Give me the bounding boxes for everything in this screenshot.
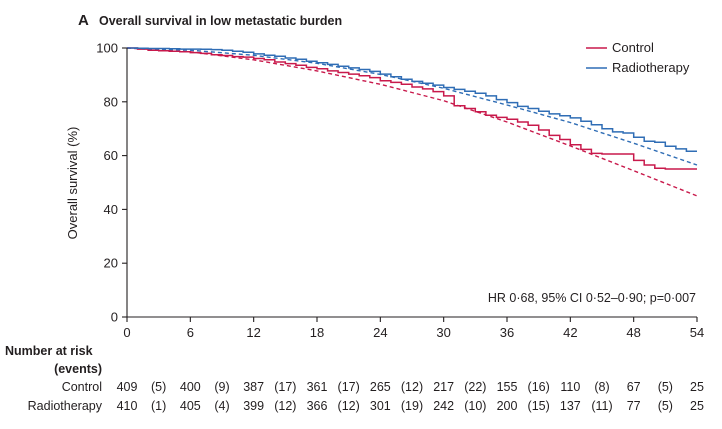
- x-tick-label: 12: [246, 325, 260, 340]
- risk-events-cell: (5): [658, 380, 673, 394]
- y-tick-label: 20: [104, 256, 118, 271]
- y-tick-label: 100: [96, 41, 118, 56]
- risk-events-cell: (12): [274, 399, 296, 413]
- radiotherapy-km-curve: [127, 47, 697, 153]
- risk-at-risk-cell: 25: [690, 399, 704, 413]
- risk-table-header-line2: (events): [54, 362, 102, 376]
- risk-events-cell: (15): [528, 399, 550, 413]
- risk-at-risk-cell: 265: [370, 380, 391, 394]
- risk-cells: 409 400 387 361 265 217 155 110 67 25 (5) (9) (17) (1…: [117, 380, 704, 413]
- risk-at-risk-cell: 200: [497, 399, 518, 413]
- risk-events-cell: (16): [528, 380, 550, 394]
- risk-at-risk-cell: 399: [243, 399, 264, 413]
- risk-events-cell: (22): [464, 380, 486, 394]
- risk-events-cell: (5): [151, 380, 166, 394]
- risk-row-label-control: Control: [62, 380, 102, 394]
- x-tick-label: 0: [123, 325, 130, 340]
- y-tick-label: 80: [104, 94, 118, 109]
- axes-layer: 0 6 12 18 24 30 36 42 48 54 0 20 40 60 80 100: [96, 41, 704, 341]
- risk-at-risk-cell: 366: [307, 399, 328, 413]
- risk-events-cell: (12): [401, 380, 423, 394]
- risk-table: Number at risk (events) Control Radiothe…: [5, 344, 704, 413]
- y-axis-label: Overall survival (%): [65, 127, 80, 240]
- control-fitted-curve: [126, 47, 698, 197]
- risk-at-risk-cell: 242: [433, 399, 454, 413]
- risk-events-cell: (8): [594, 380, 609, 394]
- x-tick-label: 6: [187, 325, 194, 340]
- risk-at-risk-cell: 410: [117, 399, 138, 413]
- y-tick-label: 60: [104, 148, 118, 163]
- control-km-curve: [127, 47, 697, 170]
- x-tick-label: 18: [310, 325, 324, 340]
- panel-letter: A: [78, 12, 89, 29]
- x-tick-label: 54: [690, 325, 704, 340]
- legend-control-label: Control: [612, 40, 654, 55]
- x-tick-label: 36: [500, 325, 514, 340]
- risk-row-label-radiotherapy: Radiotherapy: [28, 399, 103, 413]
- y-tick-label: 40: [104, 202, 118, 217]
- risk-events-cell: (17): [274, 380, 296, 394]
- risk-at-risk-cell: 361: [307, 380, 328, 394]
- x-tick-label: 24: [373, 325, 387, 340]
- risk-at-risk-cell: 67: [627, 380, 641, 394]
- risk-at-risk-cell: 77: [627, 399, 641, 413]
- legend-radiotherapy-label: Radiotherapy: [612, 60, 690, 75]
- risk-at-risk-cell: 155: [497, 380, 518, 394]
- risk-events-cell: (17): [338, 380, 360, 394]
- risk-events-cell: (9): [214, 380, 229, 394]
- risk-events-cell: (11): [591, 399, 612, 413]
- risk-events-cell: (19): [401, 399, 423, 413]
- risk-events-cell: (12): [338, 399, 360, 413]
- y-tick-label: 0: [111, 310, 118, 325]
- risk-at-risk-cell: 217: [433, 380, 454, 394]
- risk-at-risk-cell: 400: [180, 380, 201, 394]
- x-tick-label: 42: [563, 325, 577, 340]
- risk-at-risk-cell: 301: [370, 399, 391, 413]
- risk-events-cell: (10): [464, 399, 486, 413]
- chart-title: Overall survival in low metastatic burde…: [99, 14, 342, 28]
- risk-events-cell: (5): [658, 399, 673, 413]
- risk-events-cell: (1): [151, 399, 166, 413]
- x-tick-label: 30: [436, 325, 450, 340]
- risk-at-risk-cell: 110: [560, 380, 580, 394]
- risk-table-header-line1: Number at risk: [5, 344, 93, 358]
- x-tick-label: 48: [626, 325, 640, 340]
- legend: Control Radiotherapy: [586, 40, 690, 75]
- hazard-ratio-annotation: HR 0·68, 95% CI 0·52–0·90; p=0·007: [488, 291, 696, 305]
- risk-at-risk-cell: 137: [560, 399, 581, 413]
- risk-at-risk-cell: 25: [690, 380, 704, 394]
- series-layer: [126, 47, 698, 197]
- radiotherapy-fitted-curve: [126, 47, 698, 166]
- risk-at-risk-cell: 405: [180, 399, 201, 413]
- risk-events-cell: (4): [214, 399, 229, 413]
- risk-at-risk-cell: 409: [117, 380, 138, 394]
- risk-at-risk-cell: 387: [243, 380, 264, 394]
